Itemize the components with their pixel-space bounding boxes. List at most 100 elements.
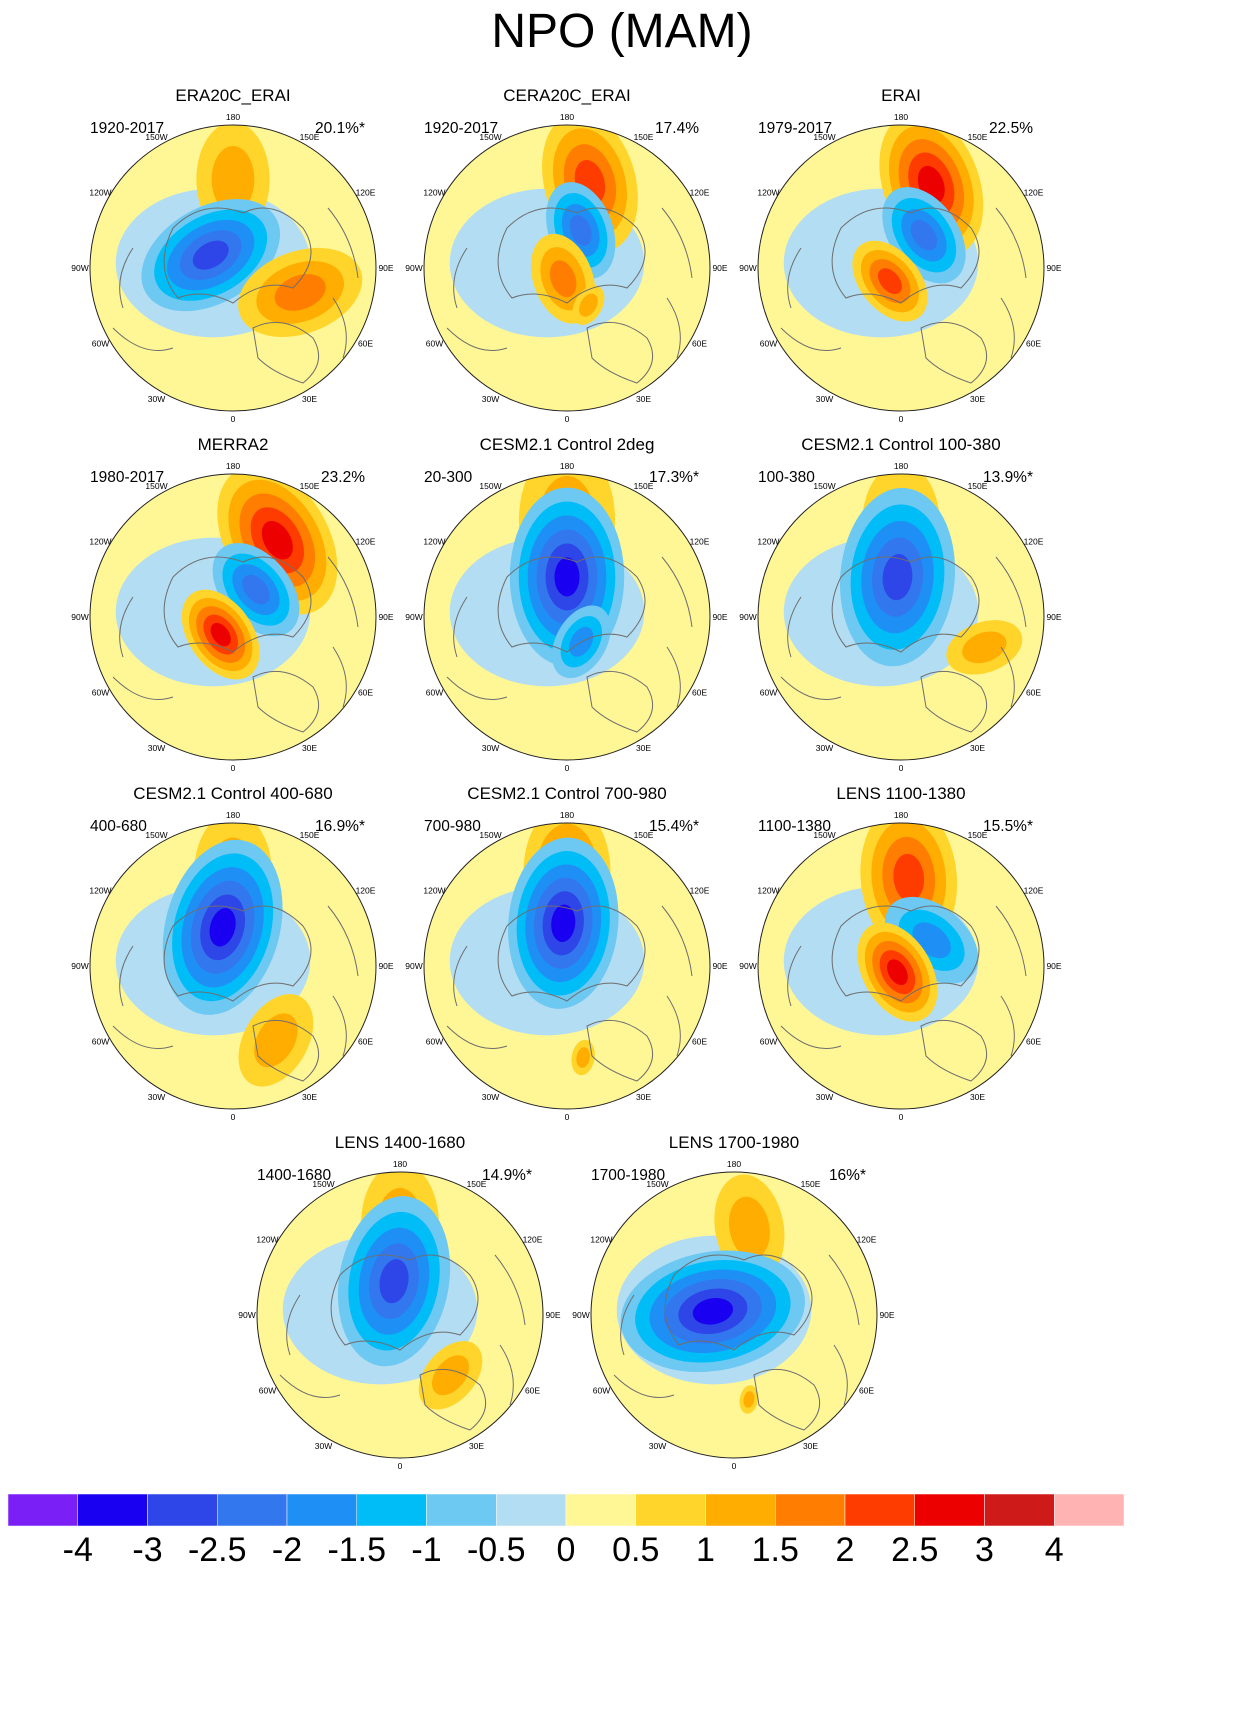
coastline bbox=[780, 596, 842, 700]
longitude-label: 90E bbox=[378, 612, 393, 622]
panel-variance: 17.4% bbox=[655, 120, 699, 137]
longitude-label: 120W bbox=[89, 886, 111, 896]
map-border bbox=[423, 822, 711, 1110]
longitude-label: 90E bbox=[1046, 263, 1061, 273]
map-border bbox=[757, 124, 1045, 412]
longitude-label: 30E bbox=[803, 1441, 818, 1451]
longitude-label: 120W bbox=[423, 886, 445, 896]
anomaly-contour bbox=[878, 268, 902, 295]
map-field bbox=[758, 125, 1044, 411]
coastline bbox=[446, 945, 508, 1049]
longitude-label: 120W bbox=[89, 537, 111, 547]
map-panel: CERA20C_ERAI 1920-2017 17.4% 180 150E 120E 90E… bbox=[405, 86, 728, 424]
longitude-label: 150E bbox=[801, 1179, 821, 1189]
longitude-label: 180 bbox=[393, 1159, 407, 1169]
coastline bbox=[831, 905, 980, 1002]
panel-period: 1400-1680 bbox=[257, 1167, 332, 1184]
anomaly-contour bbox=[882, 553, 913, 601]
anomaly-contour bbox=[569, 215, 592, 246]
anomaly-contour bbox=[887, 959, 908, 986]
panel-title: LENS 1700-1980 bbox=[669, 1133, 799, 1152]
coastline bbox=[920, 670, 988, 733]
coastline bbox=[613, 1294, 675, 1398]
longitude-label: 150E bbox=[300, 481, 320, 491]
coastline bbox=[112, 247, 174, 351]
longitude-label: 60E bbox=[1026, 339, 1041, 349]
longitude-label: 120E bbox=[356, 188, 376, 198]
longitude-label: 30W bbox=[482, 743, 499, 753]
longitude-label: 180 bbox=[727, 1159, 741, 1169]
map-border bbox=[757, 822, 1045, 1110]
panel-period: 1980-2017 bbox=[90, 469, 164, 486]
longitude-label: 90E bbox=[545, 1310, 560, 1320]
coastline bbox=[995, 207, 1027, 359]
longitude-label: 30W bbox=[315, 1441, 332, 1451]
longitude-label: 90W bbox=[739, 612, 756, 622]
coastline bbox=[446, 247, 508, 351]
panel-variance: 16.9%* bbox=[315, 818, 365, 835]
longitude-label: 90W bbox=[739, 263, 756, 273]
longitude-label: 120W bbox=[757, 886, 779, 896]
longitude-label: 150E bbox=[634, 830, 654, 840]
longitude-label: 90E bbox=[712, 612, 727, 622]
longitude-label: 0 bbox=[398, 1461, 403, 1471]
panel-variance: 22.5% bbox=[989, 120, 1033, 137]
longitude-label: 60W bbox=[92, 688, 109, 698]
panel-title: ERA20C_ERAI bbox=[175, 86, 290, 105]
longitude-label: 120E bbox=[356, 886, 376, 896]
coastline bbox=[831, 207, 980, 304]
anomaly-contour bbox=[254, 1013, 298, 1068]
longitude-label: 150W bbox=[145, 830, 167, 840]
anomaly-contour bbox=[692, 1297, 734, 1325]
map-field bbox=[424, 823, 710, 1109]
longitude-label: 30W bbox=[148, 1092, 165, 1102]
longitude-label: 0 bbox=[231, 1112, 236, 1122]
map-panel: CESM2.1 Control 700-980 700-980 15.4%* 180 1… bbox=[405, 784, 728, 1122]
longitude-label: 60W bbox=[92, 339, 109, 349]
anomaly-contour bbox=[893, 853, 925, 902]
longitude-label: 90E bbox=[712, 263, 727, 273]
longitude-label: 120W bbox=[89, 188, 111, 198]
longitude-label: 30E bbox=[302, 743, 317, 753]
longitude-label: 60W bbox=[426, 1037, 443, 1047]
longitude-label: 0 bbox=[899, 414, 904, 424]
coastline bbox=[163, 905, 312, 1002]
map-panel: ERAI 1979-2017 22.5% 180 150E 120E 90E 60E 30E 0 3… bbox=[739, 86, 1062, 424]
longitude-label: 90W bbox=[71, 612, 88, 622]
anomaly-contour bbox=[261, 520, 293, 560]
map-border bbox=[89, 822, 377, 1110]
coastline bbox=[419, 1368, 487, 1431]
longitude-label: 90W bbox=[238, 1310, 255, 1320]
longitude-label: 150E bbox=[634, 481, 654, 491]
longitude-label: 120E bbox=[690, 886, 710, 896]
coastline bbox=[327, 207, 359, 359]
coastline bbox=[163, 207, 312, 304]
longitude-label: 180 bbox=[894, 461, 908, 471]
longitude-label: 0 bbox=[899, 763, 904, 773]
longitude-label: 120E bbox=[690, 537, 710, 547]
anomaly-contour bbox=[579, 293, 598, 317]
longitude-label: 180 bbox=[560, 461, 574, 471]
map-panel: MERRA2 1980-2017 23.2% 180 150E 120E 90E 60E 30E… bbox=[71, 435, 394, 773]
panel-title: CERA20C_ERAI bbox=[503, 86, 631, 105]
longitude-label: 180 bbox=[894, 810, 908, 820]
coastline bbox=[497, 556, 646, 653]
coastline bbox=[920, 1019, 988, 1082]
panel-title: CESM2.1 Control 2deg bbox=[480, 435, 655, 454]
panel-period: 700-980 bbox=[424, 818, 481, 835]
panel-variance: 17.3%* bbox=[649, 469, 699, 486]
coastline bbox=[995, 905, 1027, 1057]
longitude-label: 180 bbox=[226, 810, 240, 820]
longitude-label: 30W bbox=[816, 394, 833, 404]
longitude-label: 90W bbox=[405, 612, 422, 622]
coastline bbox=[780, 247, 842, 351]
longitude-label: 150W bbox=[479, 481, 501, 491]
anomaly-contour bbox=[379, 1259, 409, 1304]
longitude-label: 60W bbox=[259, 1386, 276, 1396]
longitude-label: 30W bbox=[148, 743, 165, 753]
map-panel: CESM2.1 Control 2deg 20-300 17.3%* 180 150E 1… bbox=[405, 435, 728, 773]
longitude-label: 90W bbox=[405, 263, 422, 273]
anomaly-contour bbox=[962, 631, 1007, 664]
